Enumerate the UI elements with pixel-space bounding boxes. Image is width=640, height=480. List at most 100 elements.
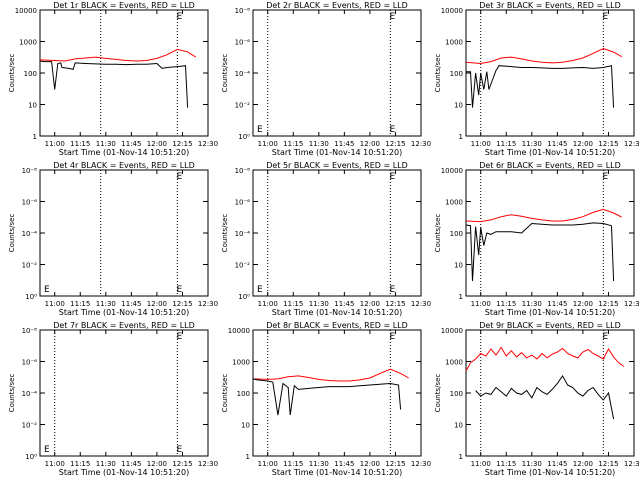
y-tick-label: 1	[459, 293, 463, 301]
x-tick-label: 12:15	[172, 140, 192, 148]
panel-title: Det 8r BLACK = Events, RED = LLD	[266, 321, 408, 330]
x-tick-label: 12:00	[573, 300, 593, 308]
y-axis-label: Counts/sec	[434, 214, 442, 253]
event-marker-label: E	[390, 12, 396, 22]
y-tick-label: 100	[24, 70, 37, 78]
x-tick-label: 11:00	[45, 460, 65, 468]
x-tick-label: 12:15	[385, 460, 405, 468]
x-tick-label: 12:30	[624, 140, 640, 148]
x-axis-label: Start Time (01-Nov-14 10:51:20)	[272, 148, 402, 157]
x-tick-label: 11:00	[258, 460, 278, 468]
event-marker-label: E	[603, 12, 609, 22]
x-tick-label: 11:00	[471, 460, 491, 468]
event-marker-label: E	[390, 125, 396, 135]
x-tick-label: 11:30	[309, 300, 329, 308]
x-tick-label: 12:30	[198, 140, 218, 148]
y-tick-label: 10⁻⁴	[235, 230, 251, 238]
panel-det-7: Det 7r BLACK = Events, RED = LLD 11:00 11:…	[8, 321, 218, 477]
x-tick-label: 11:30	[309, 140, 329, 148]
y-tick-label: 1	[246, 453, 250, 461]
x-tick-label: 11:30	[522, 140, 542, 148]
y-tick-label: 10⁻⁸	[22, 167, 38, 175]
x-tick-label: 12:15	[385, 140, 405, 148]
panel-det-6: Det 6r BLACK = Events, RED = LLD 11:00 11:…	[434, 161, 640, 317]
event-marker-label: E	[177, 445, 183, 455]
x-tick-label: 11:30	[96, 300, 116, 308]
y-tick-label: 1000	[445, 39, 463, 47]
x-tick-label: 12:00	[573, 140, 593, 148]
y-tick-label: 10⁻⁶	[22, 359, 38, 367]
y-tick-label: 10⁰	[238, 293, 250, 301]
x-tick-label: 12:00	[573, 460, 593, 468]
y-tick-label: 10⁻⁶	[235, 39, 251, 47]
x-tick-label: 11:45	[334, 460, 354, 468]
events-series-line	[465, 222, 615, 282]
y-tick-label: 10000	[441, 7, 463, 15]
x-tick-label: 11:30	[96, 460, 116, 468]
y-axis-label: Counts/sec	[434, 374, 442, 413]
event-marker-label: E	[257, 125, 263, 135]
lld-series-line	[39, 48, 196, 62]
x-tick-label: 11:00	[45, 140, 65, 148]
x-tick-label: 11:00	[471, 300, 491, 308]
x-tick-label: 11:00	[258, 140, 278, 148]
x-tick-label: 11:30	[522, 460, 542, 468]
events-series-line	[39, 60, 189, 108]
panel-det-5: Det 5r BLACK = Events, RED = LLD 11:00 11:…	[221, 161, 431, 317]
x-tick-label: 11:30	[96, 140, 116, 148]
x-tick-label: 11:00	[258, 300, 278, 308]
y-tick-label: 10⁻⁴	[235, 70, 251, 78]
x-tick-label: 12:00	[360, 460, 380, 468]
x-tick-label: 11:15	[70, 300, 90, 308]
x-tick-label: 12:00	[147, 300, 167, 308]
y-tick-label: 1000	[19, 39, 37, 47]
y-tick-label: 100	[450, 230, 463, 238]
y-tick-label: 10⁻⁴	[22, 230, 38, 238]
y-tick-label: 10⁻⁴	[22, 390, 38, 398]
event-marker-label: E	[257, 285, 263, 295]
x-axis-label: Start Time (01-Nov-14 10:51:20)	[272, 468, 402, 477]
x-tick-label: 11:45	[334, 140, 354, 148]
x-tick-label: 12:15	[598, 300, 618, 308]
x-axis-label: Start Time (01-Nov-14 10:51:20)	[59, 468, 189, 477]
x-tick-label: 11:15	[283, 460, 303, 468]
x-tick-label: 12:30	[411, 300, 431, 308]
event-marker-label: E	[390, 285, 396, 295]
x-tick-label: 11:15	[283, 140, 303, 148]
panel-title: Det 2r BLACK = Events, RED = LLD	[266, 1, 408, 10]
y-tick-label: 100	[237, 390, 250, 398]
x-axis-label: Start Time (01-Nov-14 10:51:20)	[272, 308, 402, 317]
y-tick-label: 10000	[15, 7, 37, 15]
x-tick-label: 12:30	[411, 140, 431, 148]
panel-det-9: Det 9r BLACK = Events, RED = LLD 11:00 11:…	[434, 321, 640, 477]
y-tick-label: 10⁰	[25, 453, 37, 461]
y-tick-label: 1000	[445, 359, 463, 367]
y-tick-label: 100	[450, 390, 463, 398]
events-series-line	[466, 65, 615, 108]
y-axis-label: Counts/sec	[8, 54, 16, 93]
x-tick-label: 11:45	[547, 140, 567, 148]
x-tick-label: 12:00	[147, 140, 167, 148]
event-marker-label: E	[177, 172, 183, 182]
y-axis-label: Counts/sec	[221, 54, 229, 93]
panel-det-8: Det 8r BLACK = Events, RED = LLD 11:00 11:…	[221, 321, 431, 477]
x-tick-label: 11:15	[70, 140, 90, 148]
x-tick-label: 11:45	[121, 140, 141, 148]
lld-series-line	[252, 368, 409, 382]
x-tick-label: 12:15	[598, 140, 618, 148]
x-tick-label: 12:15	[172, 460, 192, 468]
x-tick-label: 12:30	[624, 460, 640, 468]
panel-title: Det 6r BLACK = Events, RED = LLD	[479, 161, 621, 170]
event-marker-label: E	[177, 285, 183, 295]
x-tick-label: 11:15	[496, 300, 516, 308]
x-tick-label: 12:30	[411, 460, 431, 468]
x-tick-label: 11:45	[334, 300, 354, 308]
event-marker-label: E	[603, 332, 609, 342]
x-tick-label: 12:00	[360, 300, 380, 308]
y-tick-label: 10⁻⁶	[235, 199, 251, 207]
y-axis-label: Counts/sec	[8, 374, 16, 413]
y-tick-label: 10	[28, 102, 37, 110]
events-series-line	[475, 374, 615, 420]
panel-title: Det 1r BLACK = Events, RED = LLD	[53, 1, 195, 10]
